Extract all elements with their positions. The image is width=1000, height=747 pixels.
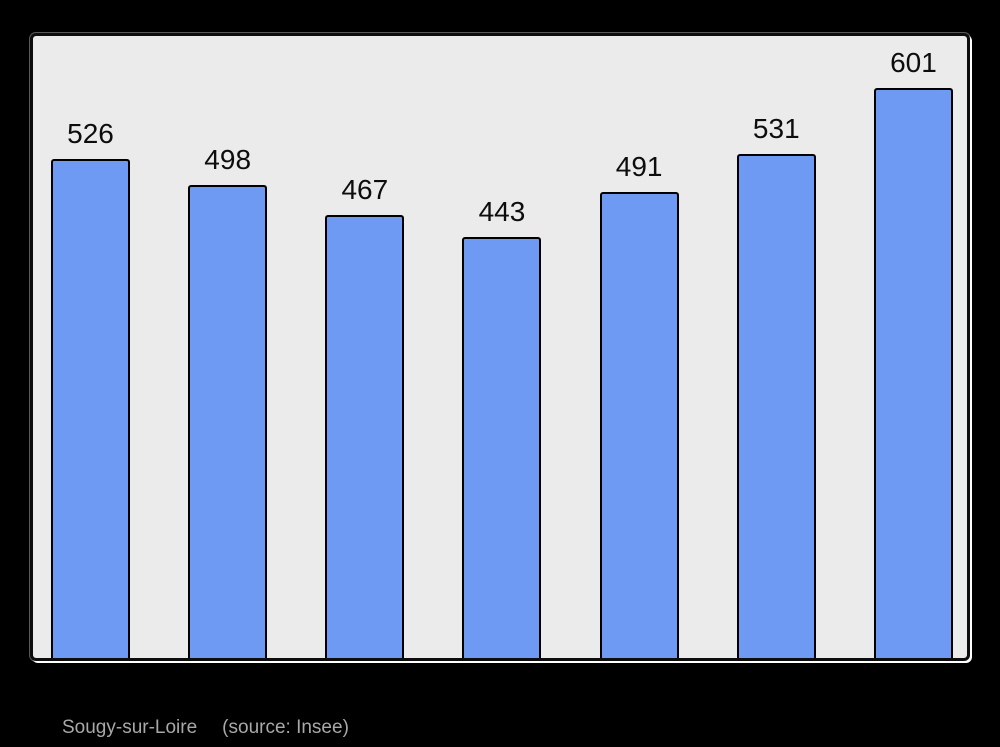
- bar-value-label: 531: [752, 113, 800, 145]
- bar-value-label: 526: [67, 118, 114, 150]
- bar: [599, 192, 679, 658]
- bar-value-label: 443: [478, 196, 526, 228]
- bar-slot: 491: [599, 151, 679, 658]
- bar-slot: 498: [188, 144, 268, 658]
- bar: [873, 88, 953, 658]
- bar-value-label: 601: [890, 47, 937, 79]
- footer-place-name: Sougy-sur-Loire: [62, 717, 198, 738]
- bar-value-label: 467: [341, 174, 389, 206]
- bar-value-label: 498: [204, 144, 252, 176]
- bar-value-label: 491: [615, 151, 663, 183]
- bar: [325, 215, 405, 658]
- bar-slot: 443: [462, 196, 542, 658]
- bar: [462, 237, 542, 658]
- bar: [51, 159, 130, 658]
- footer-caption: Sougy-sur-Loire (source: Insee): [62, 716, 349, 740]
- chart-panel: 526 498 467 443 491 531 601: [30, 33, 970, 661]
- plot-area: 526 498 467 443 491 531 601: [33, 36, 967, 658]
- bar-slot: 531: [736, 113, 816, 658]
- bar: [188, 185, 268, 658]
- bar: [736, 154, 816, 658]
- bar-slot: 526: [51, 118, 130, 658]
- bar-slot: 467: [325, 174, 405, 658]
- bar-slot: 601: [873, 47, 953, 658]
- footer-source-note: (source: Insee): [222, 717, 349, 738]
